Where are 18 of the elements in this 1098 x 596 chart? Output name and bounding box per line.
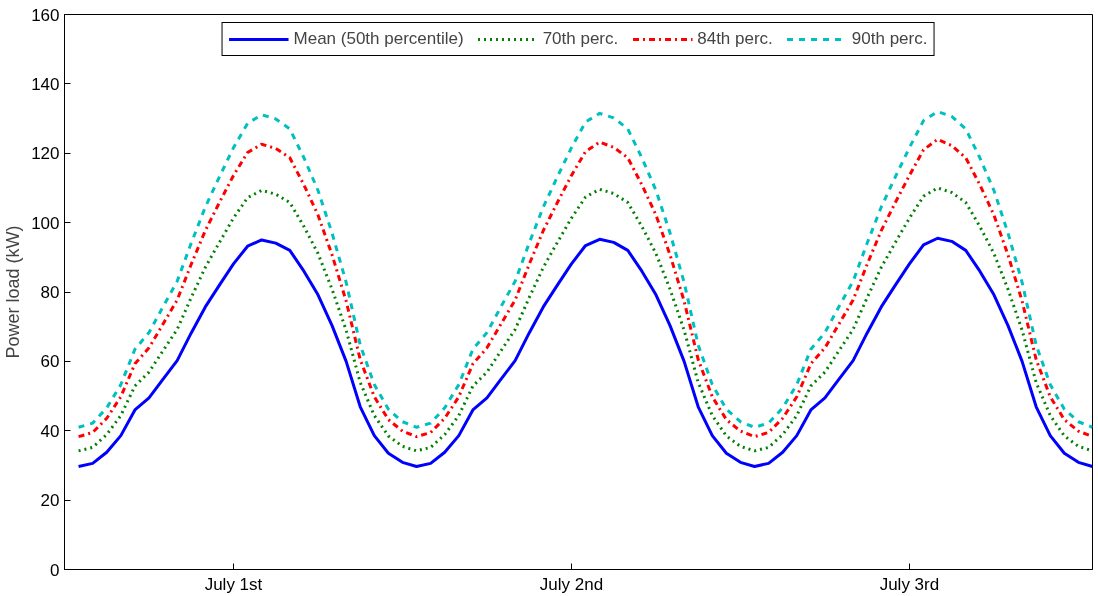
x-tick-label: July 3rd bbox=[879, 574, 940, 594]
y-tick-label: 160 bbox=[31, 5, 60, 25]
legend-label: 90th perc. bbox=[851, 29, 928, 49]
x-tick-label: July 2nd bbox=[539, 574, 604, 594]
y-tick-label: 80 bbox=[40, 283, 60, 302]
y-tick-label: 20 bbox=[40, 491, 60, 511]
line-series bbox=[77, 236, 1093, 468]
y-tick-label: 0 bbox=[50, 560, 60, 580]
y-tick-label: 40 bbox=[40, 421, 60, 441]
y-axis-title: Power load (kW) bbox=[3, 225, 24, 359]
x-tick-label: July 1st bbox=[204, 574, 263, 594]
y-tick-label: 120 bbox=[31, 144, 60, 164]
y-tick-label: 100 bbox=[31, 213, 60, 233]
legend-label: Mean (50th percentile) bbox=[293, 29, 464, 49]
legend-label: 70th perc. bbox=[542, 29, 619, 49]
y-tick-label: 140 bbox=[31, 74, 60, 94]
legend-label: 84th perc. bbox=[697, 29, 773, 49]
y-tick-label: 60 bbox=[40, 352, 60, 372]
